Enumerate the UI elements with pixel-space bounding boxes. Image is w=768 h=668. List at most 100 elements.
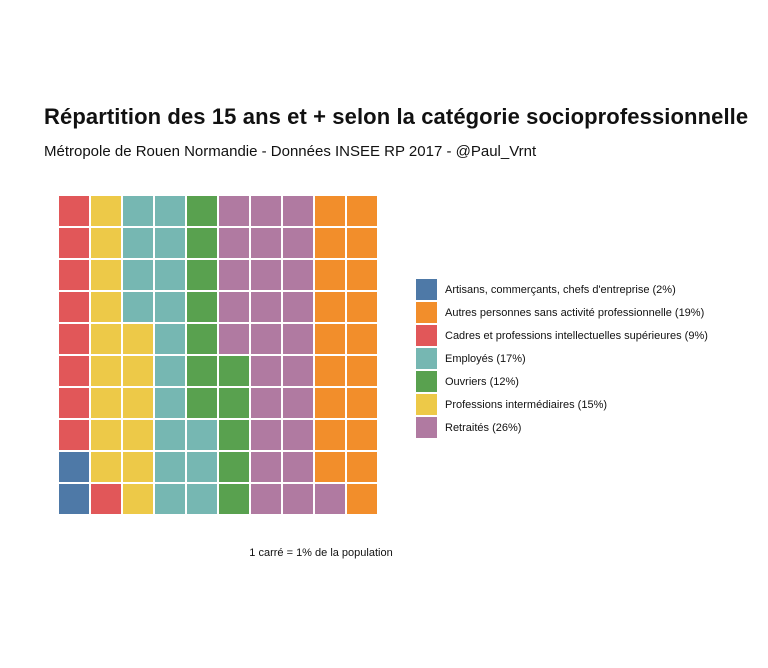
legend-item: Autres personnes sans activité professio… (416, 301, 708, 324)
waffle-square (347, 228, 377, 258)
waffle-square (91, 484, 121, 514)
legend-key (416, 325, 437, 346)
waffle-square (59, 196, 89, 226)
waffle-square (123, 388, 153, 418)
waffle-square (91, 292, 121, 322)
legend-item: Professions intermédiaires (15%) (416, 393, 708, 416)
waffle-square (315, 420, 345, 450)
legend-key (416, 371, 437, 392)
waffle-square (91, 388, 121, 418)
legend-label: Ouvriers (12%) (445, 375, 519, 388)
waffle-square (347, 292, 377, 322)
legend: Artisans, commerçants, chefs d'entrepris… (416, 278, 708, 439)
waffle-square (283, 484, 313, 514)
waffle-square (91, 420, 121, 450)
waffle-square (91, 356, 121, 386)
waffle-square (187, 196, 217, 226)
legend-item: Artisans, commerçants, chefs d'entrepris… (416, 278, 708, 301)
waffle-square (123, 356, 153, 386)
waffle-square (347, 260, 377, 290)
legend-item: Employés (17%) (416, 347, 708, 370)
waffle-square (123, 196, 153, 226)
waffle-square (219, 388, 249, 418)
waffle-square (219, 452, 249, 482)
legend-key (416, 302, 437, 323)
legend-label: Employés (17%) (445, 352, 526, 365)
waffle-square (155, 292, 185, 322)
waffle-square (251, 452, 281, 482)
waffle-square (59, 324, 89, 354)
chart-title: Répartition des 15 ans et + selon la cat… (44, 104, 749, 129)
legend-label: Cadres et professions intellectuelles su… (445, 329, 708, 342)
waffle-square (219, 484, 249, 514)
legend-label: Autres personnes sans activité professio… (445, 306, 705, 319)
legend-item: Ouvriers (12%) (416, 370, 708, 393)
legend-key (416, 417, 437, 438)
waffle-square (347, 388, 377, 418)
waffle-square (347, 324, 377, 354)
waffle-square (219, 324, 249, 354)
waffle-square (251, 324, 281, 354)
waffle-square (187, 292, 217, 322)
waffle-square (155, 356, 185, 386)
waffle-square (123, 260, 153, 290)
waffle-square (251, 388, 281, 418)
waffle-square (315, 228, 345, 258)
waffle-square (91, 324, 121, 354)
waffle-square (315, 484, 345, 514)
waffle-square (283, 388, 313, 418)
waffle-square (123, 292, 153, 322)
waffle-square (283, 356, 313, 386)
legend-key (416, 348, 437, 369)
waffle-square (283, 420, 313, 450)
waffle-square (187, 228, 217, 258)
waffle-chart (59, 196, 377, 514)
waffle-square (59, 452, 89, 482)
waffle-square (315, 196, 345, 226)
waffle-square (155, 324, 185, 354)
waffle-square (187, 324, 217, 354)
waffle-square (155, 484, 185, 514)
waffle-square (315, 452, 345, 482)
waffle-square (187, 420, 217, 450)
chart-caption: 1 carré = 1% de la population (249, 547, 393, 559)
legend-key (416, 394, 437, 415)
waffle-square (123, 324, 153, 354)
waffle-square (347, 420, 377, 450)
waffle-square (59, 292, 89, 322)
waffle-square (59, 356, 89, 386)
waffle-square (347, 484, 377, 514)
waffle-square (155, 228, 185, 258)
waffle-square (59, 260, 89, 290)
waffle-square (187, 388, 217, 418)
waffle-square (91, 260, 121, 290)
legend-item: Retraités (26%) (416, 416, 708, 439)
waffle-square (315, 292, 345, 322)
waffle-square (59, 484, 89, 514)
waffle-square (123, 228, 153, 258)
waffle-square (251, 292, 281, 322)
waffle-square (251, 260, 281, 290)
waffle-square (315, 324, 345, 354)
waffle-square (219, 196, 249, 226)
waffle-square (315, 260, 345, 290)
chart-subtitle: Métropole de Rouen Normandie - Données I… (44, 143, 537, 160)
waffle-square (283, 260, 313, 290)
waffle-square (91, 452, 121, 482)
waffle-square (123, 420, 153, 450)
waffle-square (347, 356, 377, 386)
waffle-square (315, 388, 345, 418)
waffle-square (283, 292, 313, 322)
waffle-square (155, 388, 185, 418)
waffle-square (155, 420, 185, 450)
waffle-square (283, 452, 313, 482)
waffle-square (187, 356, 217, 386)
waffle-square (219, 292, 249, 322)
waffle-square (251, 228, 281, 258)
waffle-square (283, 228, 313, 258)
legend-label: Retraités (26%) (445, 421, 522, 434)
waffle-square (187, 260, 217, 290)
waffle-square (59, 228, 89, 258)
waffle-square (219, 228, 249, 258)
waffle-square (219, 420, 249, 450)
